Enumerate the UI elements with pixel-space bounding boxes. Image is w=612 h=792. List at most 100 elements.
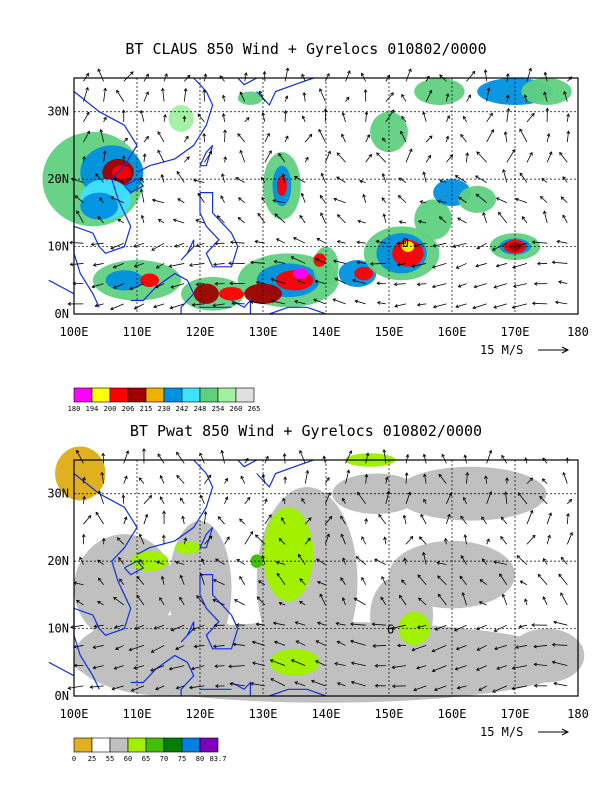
wind-vector-head	[133, 306, 138, 310]
wind-vector-head	[562, 471, 567, 476]
wind-vector	[244, 497, 251, 505]
wind-vector	[333, 260, 346, 264]
wind-vector	[221, 450, 225, 464]
wind-vector	[160, 496, 165, 505]
wind-vector-head	[295, 640, 300, 644]
wind-vector-head	[188, 685, 193, 690]
wind-vector	[498, 212, 508, 224]
wind-vector	[372, 645, 386, 647]
wind-vector	[445, 115, 450, 123]
wind-vector-head	[270, 299, 275, 304]
wind-vector-head	[559, 151, 563, 156]
wind-vector	[218, 516, 225, 525]
wind-vector-head	[505, 477, 509, 481]
legend-swatch	[181, 737, 201, 753]
wind-vector	[117, 537, 125, 545]
wind-vector-head	[326, 533, 330, 538]
wind-vector	[524, 94, 528, 102]
wind-vector-head	[307, 537, 311, 542]
wind-vector-head	[417, 574, 422, 578]
wind-vector	[466, 472, 468, 484]
wind-vector-head	[446, 115, 450, 119]
lat-label: 30N	[47, 105, 69, 119]
coastlines	[48, 77, 327, 315]
wind-vector	[342, 112, 346, 122]
wind-vector-head	[180, 497, 184, 502]
wind-vector	[294, 300, 306, 305]
wind-vector-head	[261, 196, 265, 201]
wind-vector	[334, 277, 346, 285]
wind-vector	[382, 137, 387, 143]
wind-vector	[525, 457, 528, 464]
wind-vector-head	[112, 264, 117, 269]
wind-vector-head	[85, 86, 89, 91]
wind-vector	[257, 213, 266, 224]
lon-label: 140E	[312, 707, 341, 721]
wind-vector	[394, 283, 407, 285]
wind-vector	[413, 242, 427, 247]
wind-vector	[97, 601, 104, 606]
wind-vector-head	[118, 557, 122, 561]
wind-vector	[482, 558, 487, 565]
wind-vector-head	[402, 514, 407, 519]
wind-vector-head	[223, 156, 227, 160]
wind-vector-head	[115, 646, 119, 650]
cloud-patch	[414, 78, 465, 105]
wind-vector	[264, 514, 272, 525]
wind-vector	[486, 491, 492, 504]
wind-vector-head	[528, 67, 533, 72]
wind-vector-head	[350, 680, 355, 685]
wind-vector	[357, 220, 366, 224]
wind-vector-head	[138, 477, 143, 481]
wind-vector-head	[134, 626, 138, 630]
wind-vector	[155, 283, 165, 288]
wind-vector	[519, 128, 528, 143]
wind-vector	[284, 453, 286, 464]
wind-vector	[478, 685, 487, 691]
wind-vector	[460, 134, 467, 143]
wind-vector-head	[399, 594, 403, 599]
wind-vector	[224, 156, 226, 163]
wind-vector	[224, 130, 226, 143]
wind-vector-head	[500, 535, 504, 540]
wind-vector-head	[177, 198, 182, 202]
wind-vector-head	[278, 152, 282, 157]
wind-vector	[403, 515, 407, 525]
wind-vector-head	[160, 173, 165, 178]
wind-vector	[472, 303, 487, 309]
cloud-patch	[244, 283, 282, 304]
wind-vector-head	[382, 213, 387, 217]
wind-vector-head	[366, 134, 371, 138]
wind-vector	[295, 621, 306, 626]
wind-vector-head	[475, 263, 479, 268]
wind-vector-head	[488, 491, 493, 495]
wind-vector	[520, 580, 528, 586]
wind-vector-head	[560, 556, 565, 561]
wind-vector	[455, 303, 467, 308]
wind-vector	[143, 153, 146, 163]
wind-vector	[133, 242, 145, 248]
pwat-patch	[269, 648, 320, 676]
wind-vector	[357, 241, 366, 244]
wind-vector-head	[229, 281, 233, 286]
wind-vector-head	[423, 498, 427, 503]
wind-vector	[433, 303, 447, 308]
wind-vector	[401, 116, 407, 123]
wind-vector	[376, 152, 387, 163]
wind-vector	[405, 472, 408, 484]
wind-vector	[94, 303, 104, 307]
wind-vector	[212, 599, 225, 606]
wind-vector	[239, 518, 246, 525]
wind-vector-head	[254, 239, 259, 244]
wind-vector-head	[274, 213, 279, 217]
wind-vector	[425, 90, 432, 102]
wind-vector	[235, 177, 245, 183]
wind-vector	[546, 512, 552, 525]
wind-vector-head	[305, 469, 310, 474]
wind-vector-head	[491, 247, 496, 251]
wind-vector-head	[427, 154, 431, 159]
wind-vector-head	[262, 70, 267, 75]
lat-label: 10N	[47, 622, 69, 636]
wind-vector-head	[212, 262, 217, 267]
wind-vector	[255, 534, 266, 545]
